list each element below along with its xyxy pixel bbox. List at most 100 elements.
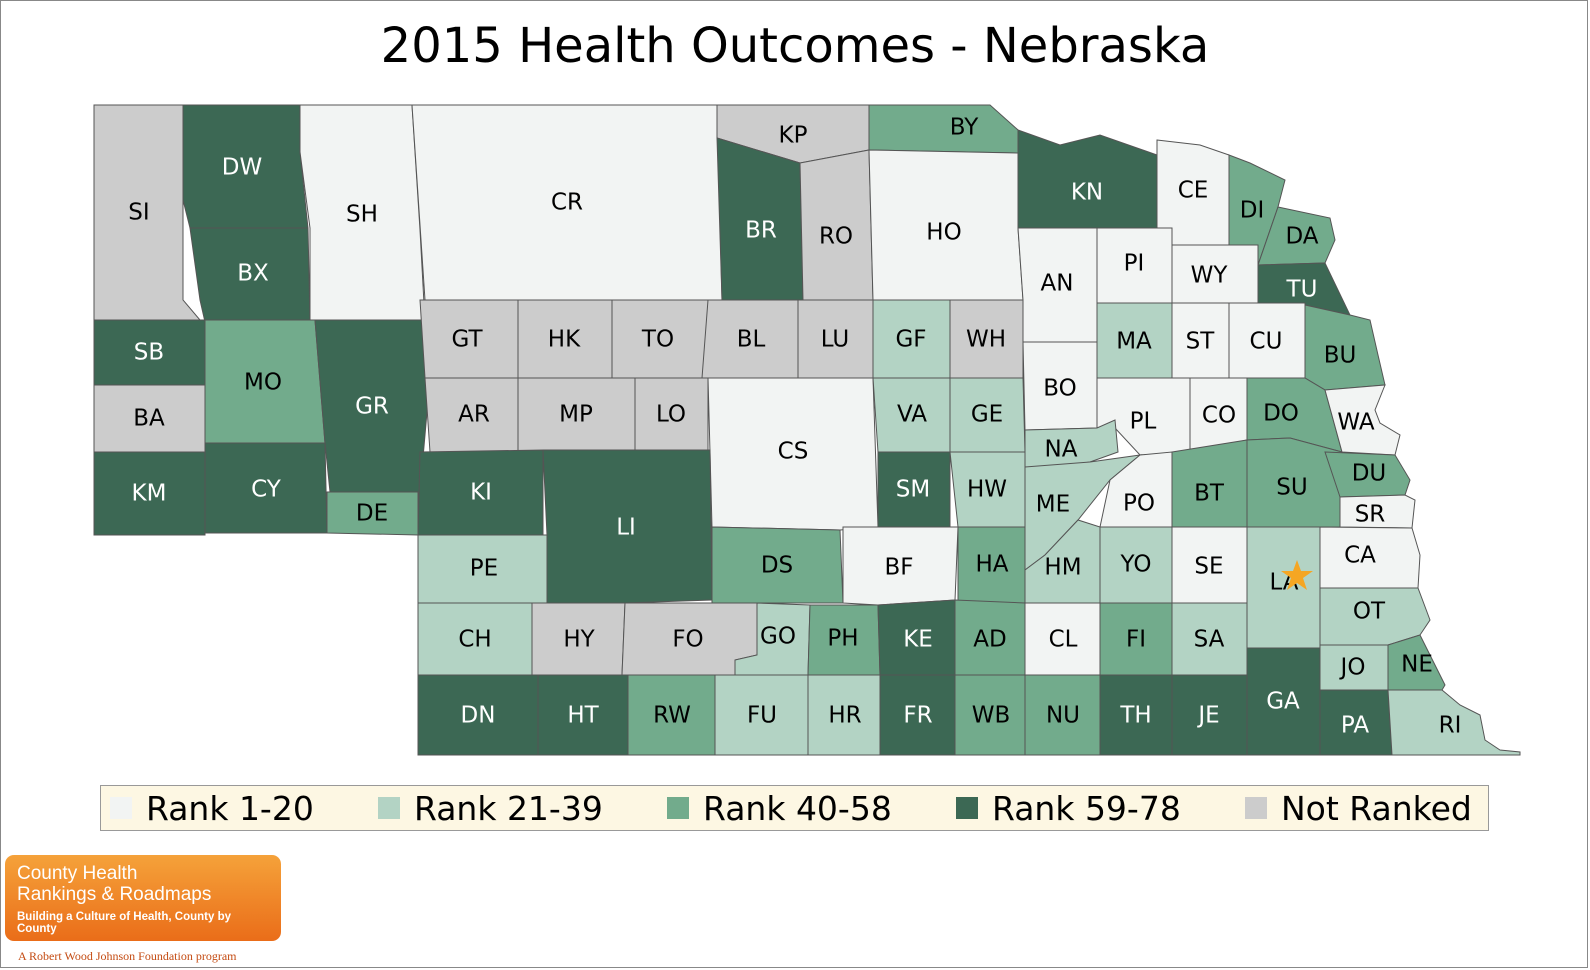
county-label-pi: PI bbox=[1124, 251, 1145, 277]
county-label-ha: HA bbox=[975, 552, 1008, 578]
county-label-bo: BO bbox=[1043, 376, 1076, 402]
county-label-st: ST bbox=[1186, 329, 1216, 355]
county-label-sa: SA bbox=[1194, 627, 1225, 653]
county-label-rw: RW bbox=[653, 703, 691, 729]
chrr-logo: County Health Rankings & Roadmaps Buildi… bbox=[5, 855, 281, 941]
county-label-cu: CU bbox=[1250, 329, 1283, 355]
county-label-pl: PL bbox=[1130, 409, 1157, 435]
county-label-hw: HW bbox=[967, 477, 1007, 503]
rwjf-tagline: A Robert Wood Johnson Foundation program bbox=[18, 949, 237, 963]
county-label-gr: GR bbox=[355, 394, 389, 420]
county-label-tu: TU bbox=[1286, 277, 1318, 303]
county-label-cl: CL bbox=[1049, 627, 1078, 653]
county-label-ki: KI bbox=[470, 480, 492, 506]
county-label-co: CO bbox=[1202, 403, 1236, 429]
county-label-cy: CY bbox=[251, 477, 282, 503]
county-je bbox=[1171, 674, 1248, 756]
county-label-sh: SH bbox=[346, 202, 378, 228]
county-label-hr: HR bbox=[828, 703, 861, 729]
county-label-ot: OT bbox=[1353, 599, 1386, 625]
county-label-di: DI bbox=[1240, 198, 1265, 224]
county-label-ma: MA bbox=[1116, 329, 1152, 355]
county-label-ht: HT bbox=[567, 703, 599, 729]
legend-label: Rank 21-39 bbox=[414, 788, 603, 828]
county-label-de: DE bbox=[356, 501, 388, 527]
county-label-ph: PH bbox=[827, 626, 858, 652]
county-label-su: SU bbox=[1276, 475, 1307, 501]
county-label-fu: FU bbox=[747, 703, 777, 729]
county-label-ba: BA bbox=[133, 406, 165, 432]
county-si bbox=[93, 104, 202, 321]
county-label-du: DU bbox=[1352, 461, 1387, 487]
county-label-wa: WA bbox=[1337, 410, 1374, 436]
legend-item-rank-40-58: Rank 40-58 bbox=[667, 786, 892, 830]
county-label-bx: BX bbox=[237, 261, 269, 287]
county-label-th: TH bbox=[1119, 703, 1151, 729]
county-label-ga: GA bbox=[1266, 689, 1300, 715]
county-label-bf: BF bbox=[884, 555, 913, 581]
county-ne bbox=[1387, 634, 1446, 691]
county-label-mo: MO bbox=[244, 370, 282, 396]
county-label-se: SE bbox=[1194, 554, 1223, 580]
county-label-me: ME bbox=[1036, 492, 1070, 518]
legend-swatch bbox=[667, 797, 689, 819]
county-label-fo: FO bbox=[672, 627, 703, 653]
county-label-jo: JO bbox=[1339, 655, 1366, 681]
county-label-fr: FR bbox=[903, 703, 932, 729]
county-da bbox=[1257, 206, 1336, 266]
legend-label: Not Ranked bbox=[1281, 788, 1472, 828]
legend-item-rank-1-20: Rank 1-20 bbox=[110, 786, 314, 830]
county-label-to: TO bbox=[641, 327, 674, 353]
county-label-hm: HM bbox=[1044, 555, 1081, 581]
county-sr bbox=[1339, 494, 1416, 529]
county-label-mp: MP bbox=[559, 402, 593, 428]
county-label-bl: BL bbox=[737, 327, 766, 353]
legend-swatch bbox=[1245, 797, 1267, 819]
county-label-po: PO bbox=[1123, 491, 1155, 517]
county-label-cr: CR bbox=[551, 190, 583, 216]
county-label-sm: SM bbox=[896, 477, 930, 503]
legend-label: Rank 1-20 bbox=[146, 788, 314, 828]
county-label-gf: GF bbox=[895, 327, 926, 353]
county-label-by: BY bbox=[950, 115, 980, 141]
county-label-go: GO bbox=[760, 624, 796, 650]
county-label-wh: WH bbox=[966, 327, 1006, 353]
legend-swatch bbox=[378, 797, 400, 819]
county-du bbox=[1324, 451, 1411, 498]
county-label-km: KM bbox=[132, 481, 167, 507]
county-label-br: BR bbox=[745, 218, 777, 244]
legend-item-rank-21-39: Rank 21-39 bbox=[378, 786, 603, 830]
logo-line-2: Rankings & Roadmaps bbox=[17, 884, 212, 905]
county-label-wb: WB bbox=[972, 703, 1011, 729]
county-label-fi: FI bbox=[1126, 627, 1146, 653]
county-label-hy: HY bbox=[563, 627, 595, 653]
county-ca bbox=[1319, 526, 1421, 589]
county-label-lu: LU bbox=[821, 327, 850, 353]
county-label-ri: RI bbox=[1439, 713, 1462, 739]
county-label-bu: BU bbox=[1324, 343, 1357, 369]
county-label-ho: HO bbox=[926, 220, 961, 246]
county-label-ch: CH bbox=[458, 627, 491, 653]
county-by bbox=[868, 104, 1019, 154]
county-label-cs: CS bbox=[778, 439, 809, 465]
logo-line-1: County Health bbox=[17, 863, 138, 884]
map-title: 2015 Health Outcomes - Nebraska bbox=[380, 18, 1210, 74]
county-label-dn: DN bbox=[461, 703, 496, 729]
county-wa bbox=[1324, 384, 1401, 456]
county-km bbox=[93, 451, 206, 536]
county-label-ds: DS bbox=[761, 553, 793, 579]
county-label-li: LI bbox=[616, 515, 636, 541]
county-label-ce: CE bbox=[1178, 178, 1209, 204]
legend-swatch bbox=[110, 797, 132, 819]
legend-item-rank-59-78: Rank 59-78 bbox=[956, 786, 1181, 830]
county-label-gt: GT bbox=[451, 327, 483, 353]
county-label-ke: KE bbox=[903, 627, 933, 653]
county-label-sr: SR bbox=[1355, 502, 1386, 528]
county-label-nu: NU bbox=[1046, 703, 1080, 729]
legend-swatch bbox=[956, 797, 978, 819]
county-label-lo: LO bbox=[656, 402, 686, 428]
county-label-da: DA bbox=[1285, 224, 1318, 250]
map-legend: Rank 1-20 Rank 21-39 Rank 40-58 Rank 59-… bbox=[100, 785, 1489, 831]
